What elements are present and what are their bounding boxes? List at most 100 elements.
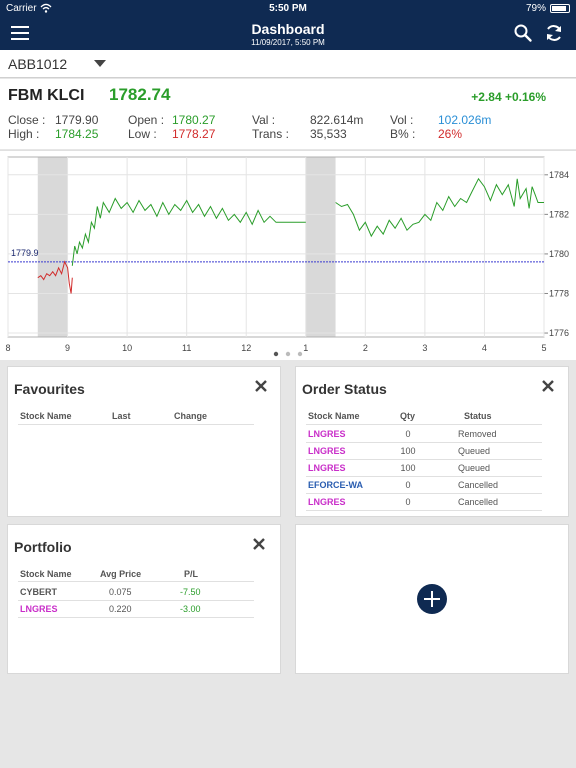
trans-stat: Trans : 35,533 (252, 127, 347, 141)
close-icon[interactable] (252, 537, 266, 551)
close-stat: Close : 1779.90 (8, 113, 98, 127)
val-label: Val : (252, 113, 276, 127)
fav-header-divider (18, 424, 254, 425)
favourites-title: Favourites (14, 381, 85, 397)
plot-frame (7, 156, 545, 338)
x-tick-label: 1 (303, 343, 308, 353)
x-tick-label: 11 (182, 343, 191, 353)
x-tick-label: 8 (5, 343, 10, 353)
bpct-stat: B% : 26% (390, 127, 462, 141)
order-stock-name[interactable]: LNGRES (308, 463, 346, 473)
order-status: Removed (458, 429, 497, 439)
order-status: Cancelled (458, 497, 499, 507)
high-stat: High : 1784.25 (8, 127, 98, 141)
order-row-divider (306, 493, 542, 494)
bpct-value: 26% (438, 127, 463, 141)
high-label: High : (8, 127, 40, 141)
open-stat: Open : 1780.27 (128, 113, 215, 127)
bpct-label: B% : (390, 127, 416, 141)
order-stock-name[interactable]: EFORCE-WA (308, 480, 363, 490)
chevron-down-icon[interactable] (94, 60, 106, 67)
order-qty: 100 (400, 463, 416, 473)
order-header-divider (306, 424, 542, 425)
battery-icon (550, 4, 570, 13)
x-tick-label: 2 (363, 343, 368, 353)
order-qty: 0 (405, 429, 411, 439)
battery-percent: 79% (525, 3, 546, 14)
portfolio-col-pl: P/L (184, 569, 199, 579)
carrier-label: Carrier (6, 3, 37, 14)
search-icon[interactable] (513, 23, 533, 43)
reference-label: 1779.9 (11, 248, 39, 258)
order-stock-name[interactable]: LNGRES (308, 429, 346, 439)
x-tick-label: 12 (241, 343, 251, 353)
y-tick-label: 1776 (549, 328, 569, 338)
index-last: 1782.74 (109, 85, 171, 104)
index-selector[interactable]: ABB1012 (0, 50, 576, 78)
x-tick-label: 9 (65, 343, 70, 353)
page-indicator-dot (297, 351, 303, 357)
low-value: 1778.27 (172, 127, 216, 141)
order-stock-name[interactable]: LNGRES (308, 497, 346, 507)
y-tick-label: 1784 (549, 170, 569, 180)
close-icon[interactable] (254, 379, 268, 393)
order-stock-name[interactable]: LNGRES (308, 446, 346, 456)
vol-value: 102.026m (438, 113, 492, 127)
fav-col-last: Last (112, 411, 131, 421)
open-label: Open : (128, 113, 165, 127)
wifi-icon (40, 3, 52, 13)
order-col-status: Status (464, 411, 492, 421)
app-header: Dashboard 11/09/2017, 5:50 PM (0, 18, 576, 50)
high-value: 1784.25 (55, 127, 99, 141)
portfolio-card: Portfolio Stock Name Avg Price P/L CYBER… (7, 524, 281, 674)
favourites-card: Favourites Stock Name Last Change (7, 366, 281, 517)
vol-label: Vol : (390, 113, 414, 127)
price-series-line (37, 260, 73, 294)
open-value: 1780.27 (172, 113, 216, 127)
order-status-card: Order Status Stock Name Qty Status LNGRE… (295, 366, 569, 517)
quote-summary: FBM KLCI 1782.74 +2.84 +0.16% Close : 17… (0, 79, 576, 149)
order-row-divider (306, 459, 542, 460)
y-tick-label: 1780 (549, 249, 569, 259)
x-tick-label: 5 (541, 343, 546, 353)
order-row-divider (306, 476, 542, 477)
portfolio-stock-name[interactable]: CYBERT (20, 587, 58, 597)
close-icon[interactable] (541, 379, 555, 393)
portfolio-pl: -3.00 (180, 604, 201, 614)
trans-value: 35,533 (310, 127, 347, 141)
portfolio-avg-price: 0.075 (109, 587, 132, 597)
price-series-line (71, 197, 306, 266)
portfolio-avg-price: 0.220 (109, 604, 132, 614)
page-title: Dashboard (251, 21, 325, 37)
close-label: Close : (8, 113, 46, 127)
portfolio-title: Portfolio (14, 539, 72, 555)
fav-col-change: Change (174, 411, 208, 421)
order-status: Queued (458, 463, 491, 473)
portfolio-row-divider (18, 617, 254, 618)
val-value: 822.614m (310, 113, 364, 127)
menu-icon[interactable] (11, 26, 29, 40)
order-status: Cancelled (458, 480, 499, 490)
selector-value: ABB1012 (8, 56, 68, 72)
order-status: Queued (458, 446, 491, 456)
index-name: FBM KLCI (8, 87, 85, 104)
page-indicator-dot (285, 351, 291, 357)
portfolio-stock-name[interactable]: LNGRES (20, 604, 58, 614)
refresh-icon[interactable] (544, 23, 564, 43)
index-change: +2.84 +0.16% (471, 90, 546, 104)
page-subtitle: 11/09/2017, 5:50 PM (251, 38, 325, 47)
portfolio-col-stock: Stock Name (20, 569, 72, 579)
x-tick-label: 4 (482, 343, 487, 353)
y-tick-label: 1778 (549, 288, 569, 298)
order-status-title: Order Status (302, 381, 387, 397)
intraday-chart[interactable]: 1784 1782 1780 1778 1776 8 9 10 11 12 1 2 3 4 5 1779.9 (0, 150, 576, 360)
low-label: Low : (128, 127, 157, 141)
page-indicator-dot (273, 351, 279, 357)
y-tick-label: 1782 (549, 209, 569, 219)
x-tick-label: 3 (422, 343, 427, 353)
vol-stat: Vol : 102.026m (390, 113, 491, 127)
portfolio-header-divider (18, 581, 254, 582)
market-break-band (305, 157, 336, 337)
plus-icon[interactable] (417, 584, 447, 614)
